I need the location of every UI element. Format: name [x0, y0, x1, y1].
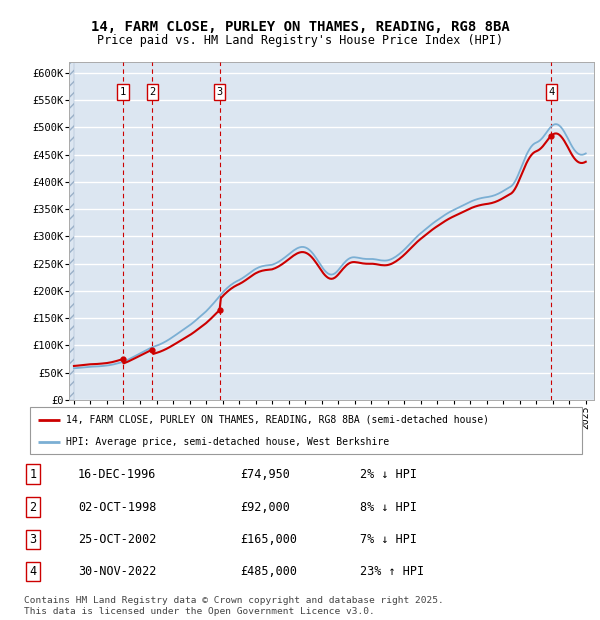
Text: 14, FARM CLOSE, PURLEY ON THAMES, READING, RG8 8BA: 14, FARM CLOSE, PURLEY ON THAMES, READIN… — [91, 20, 509, 34]
Text: 4: 4 — [29, 565, 37, 578]
Text: 30-NOV-2022: 30-NOV-2022 — [78, 565, 157, 578]
Text: £74,950: £74,950 — [240, 468, 290, 481]
FancyBboxPatch shape — [30, 407, 582, 454]
Text: 1: 1 — [29, 468, 37, 481]
Text: 2: 2 — [29, 501, 37, 513]
Text: 25-OCT-2002: 25-OCT-2002 — [78, 533, 157, 546]
Text: 14, FARM CLOSE, PURLEY ON THAMES, READING, RG8 8BA (semi-detached house): 14, FARM CLOSE, PURLEY ON THAMES, READIN… — [66, 415, 489, 425]
Text: Contains HM Land Registry data © Crown copyright and database right 2025.
This d: Contains HM Land Registry data © Crown c… — [24, 596, 444, 616]
Text: 23% ↑ HPI: 23% ↑ HPI — [360, 565, 424, 578]
Text: 3: 3 — [29, 533, 37, 546]
Text: 2: 2 — [149, 87, 155, 97]
Text: 1: 1 — [119, 87, 126, 97]
Text: £485,000: £485,000 — [240, 565, 297, 578]
Text: 16-DEC-1996: 16-DEC-1996 — [78, 468, 157, 481]
Text: 02-OCT-1998: 02-OCT-1998 — [78, 501, 157, 513]
Text: £92,000: £92,000 — [240, 501, 290, 513]
Text: £165,000: £165,000 — [240, 533, 297, 546]
Bar — [69, 62, 74, 400]
Text: 8% ↓ HPI: 8% ↓ HPI — [360, 501, 417, 513]
Text: 4: 4 — [548, 87, 554, 97]
Text: 7% ↓ HPI: 7% ↓ HPI — [360, 533, 417, 546]
Text: 2% ↓ HPI: 2% ↓ HPI — [360, 468, 417, 481]
Text: Price paid vs. HM Land Registry's House Price Index (HPI): Price paid vs. HM Land Registry's House … — [97, 34, 503, 47]
Text: 3: 3 — [217, 87, 223, 97]
Text: HPI: Average price, semi-detached house, West Berkshire: HPI: Average price, semi-detached house,… — [66, 437, 389, 447]
